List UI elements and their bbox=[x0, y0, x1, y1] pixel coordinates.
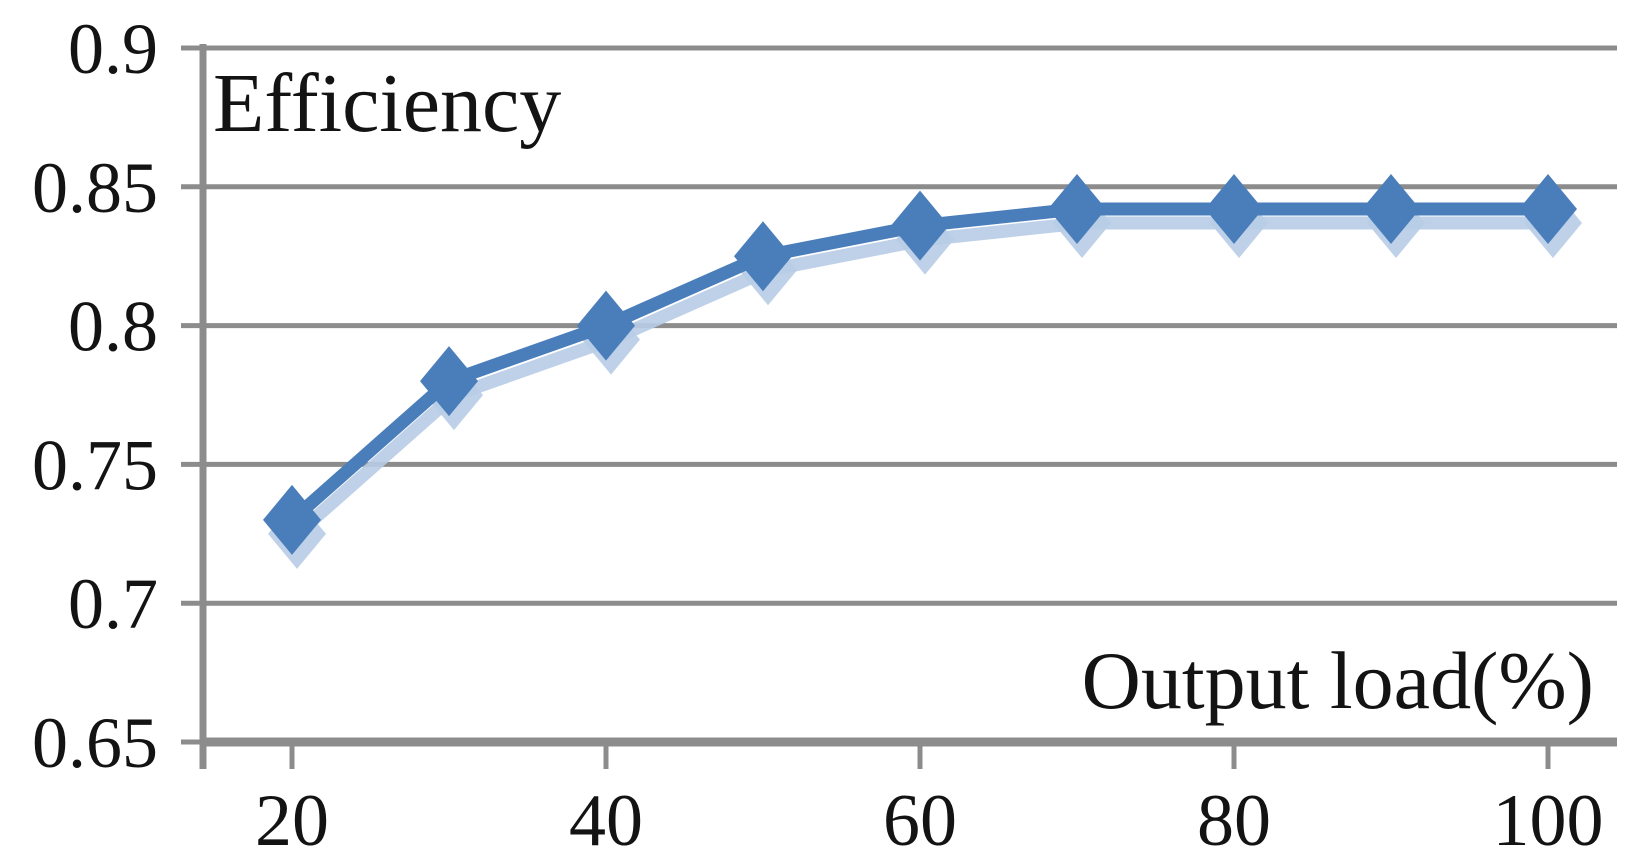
y-tick-label: 0.9 bbox=[68, 9, 158, 89]
data-point-marker bbox=[1519, 174, 1577, 245]
x-tick-label: 60 bbox=[883, 780, 957, 862]
y-tick-label: 0.8 bbox=[68, 287, 158, 367]
x-tick-label: 80 bbox=[1197, 780, 1271, 862]
data-point-marker bbox=[577, 290, 635, 361]
y-tick-label: 0.7 bbox=[68, 564, 158, 644]
chart-title: Efficiency bbox=[213, 57, 562, 150]
x-tick-label: 40 bbox=[569, 780, 643, 862]
data-point-marker bbox=[1362, 174, 1420, 245]
data-point-marker bbox=[263, 484, 321, 555]
x-tick-label: 20 bbox=[255, 780, 329, 862]
data-point-marker bbox=[1048, 174, 1106, 245]
data-point-marker bbox=[1205, 174, 1263, 245]
x-axis-title: Output load(%) bbox=[1081, 635, 1594, 726]
x-tick-label: 100 bbox=[1493, 780, 1604, 862]
data-point-marker bbox=[420, 346, 478, 417]
y-tick-label: 0.75 bbox=[32, 425, 158, 505]
y-tick-label: 0.65 bbox=[32, 703, 158, 783]
data-point-marker bbox=[734, 221, 792, 292]
data-point-marker bbox=[891, 190, 949, 261]
y-tick-label: 0.85 bbox=[32, 148, 158, 228]
